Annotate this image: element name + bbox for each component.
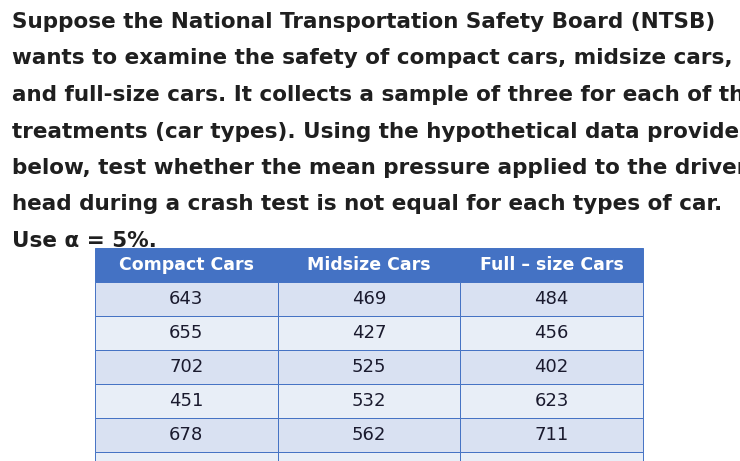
Text: 678: 678 (169, 426, 204, 444)
Text: below, test whether the mean pressure applied to the drivers: below, test whether the mean pressure ap… (12, 158, 740, 178)
Bar (95, 350, 278, 384)
Bar (278, 452, 460, 461)
Bar (460, 452, 643, 461)
Text: Compact Cars: Compact Cars (119, 256, 254, 274)
Text: Full – size Cars: Full – size Cars (480, 256, 624, 274)
Bar (278, 384, 460, 418)
Text: 469: 469 (352, 290, 386, 308)
Bar (95, 418, 278, 452)
Text: Midsize Cars: Midsize Cars (307, 256, 431, 274)
Bar (95, 452, 278, 461)
Bar (460, 248, 643, 282)
Text: 532: 532 (352, 392, 386, 410)
Text: head during a crash test is not equal for each types of car.: head during a crash test is not equal fo… (12, 195, 722, 214)
Text: Suppose the National Transportation Safety Board (NTSB): Suppose the National Transportation Safe… (12, 12, 716, 32)
Text: 456: 456 (534, 324, 569, 342)
Text: 655: 655 (169, 324, 204, 342)
Bar (278, 350, 460, 384)
Text: 402: 402 (534, 358, 569, 376)
Bar (95, 248, 278, 282)
Text: and full-size cars. It collects a sample of three for each of the: and full-size cars. It collects a sample… (12, 85, 740, 105)
Bar (278, 282, 460, 316)
Bar (460, 384, 643, 418)
Bar (95, 384, 278, 418)
Text: wants to examine the safety of compact cars, midsize cars,: wants to examine the safety of compact c… (12, 48, 733, 69)
Text: 643: 643 (169, 290, 204, 308)
Text: 702: 702 (169, 358, 204, 376)
Bar (460, 350, 643, 384)
Bar (95, 316, 278, 350)
Text: 451: 451 (169, 392, 204, 410)
Bar (460, 316, 643, 350)
Bar (278, 248, 460, 282)
Text: 427: 427 (352, 324, 386, 342)
Text: treatments (car types). Using the hypothetical data provided: treatments (car types). Using the hypoth… (12, 122, 740, 142)
Bar (278, 418, 460, 452)
Text: 509: 509 (169, 460, 204, 461)
Bar (95, 282, 278, 316)
Text: 623: 623 (534, 392, 569, 410)
Text: 484: 484 (534, 290, 569, 308)
Text: 525: 525 (352, 358, 386, 376)
Bar (460, 418, 643, 452)
Bar (278, 316, 460, 350)
Text: 488: 488 (534, 460, 569, 461)
Text: Use α = 5%.: Use α = 5%. (12, 231, 157, 251)
Text: 571: 571 (352, 460, 386, 461)
Bar (460, 282, 643, 316)
Text: 562: 562 (352, 426, 386, 444)
Text: 711: 711 (534, 426, 569, 444)
